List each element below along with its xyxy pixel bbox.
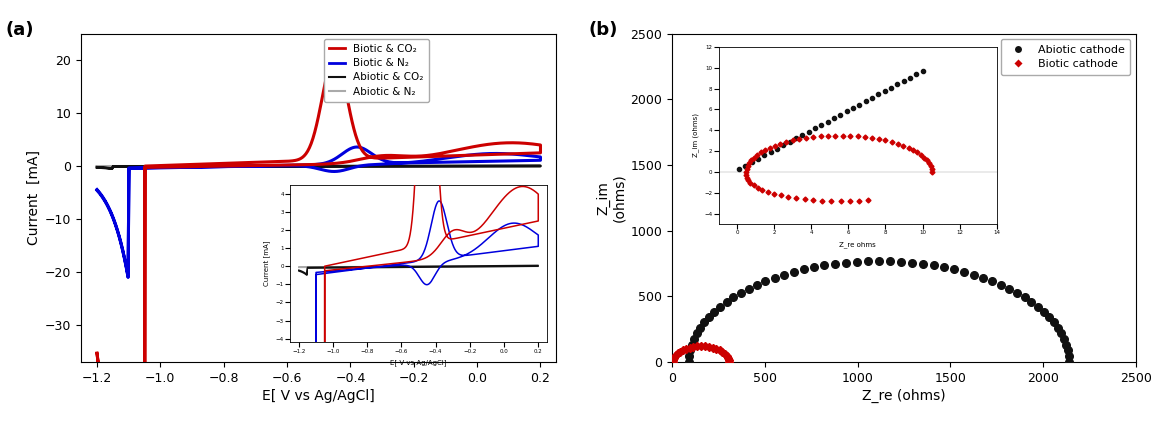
X-axis label: Z_re (ohms): Z_re (ohms)	[862, 389, 946, 403]
Text: (a): (a)	[5, 21, 34, 39]
X-axis label: E[ V vs Ag/AgCl]: E[ V vs Ag/AgCl]	[262, 389, 376, 403]
Legend: Biotic & CO₂, Biotic & N₂, Abiotic & CO₂, Abiotic & N₂: Biotic & CO₂, Biotic & N₂, Abiotic & CO₂…	[323, 39, 429, 102]
Y-axis label: Z_im
(ohms): Z_im (ohms)	[596, 173, 627, 222]
Legend: Abiotic cathode, Biotic cathode: Abiotic cathode, Biotic cathode	[1001, 39, 1130, 75]
Y-axis label: Current  [mA]: Current [mA]	[27, 150, 41, 245]
Text: (b): (b)	[589, 21, 618, 39]
